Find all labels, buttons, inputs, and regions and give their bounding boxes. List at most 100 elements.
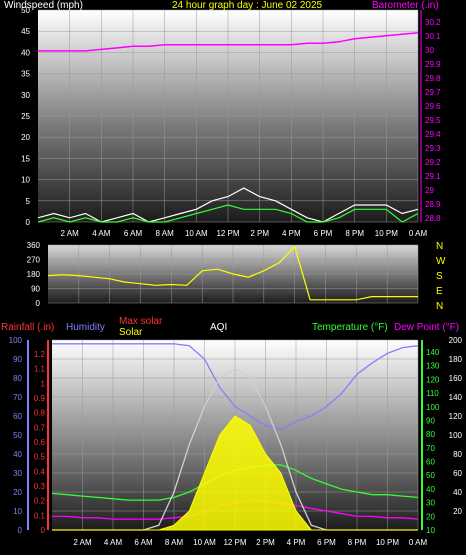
temperature-tick-label: 100 — [426, 403, 440, 412]
humidity-tick-label: 40 — [13, 450, 22, 459]
barometer-tick-label: 29.2 — [425, 158, 441, 167]
humidity-tick-label: 30 — [13, 469, 22, 478]
rainfall-tick-label: 1.2 — [34, 350, 46, 359]
top-x-tick-label: 8 PM — [345, 229, 364, 238]
temperature-tick-label: 120 — [426, 375, 440, 384]
bottom-x-tick-label: 8 PM — [348, 538, 367, 547]
legend-aqi: AQI — [210, 322, 227, 333]
barometer-tick-label: 29.4 — [425, 130, 441, 139]
top-x-tick-label: 4 AM — [92, 229, 111, 238]
humidity-tick-label: 50 — [13, 431, 22, 440]
barometer-tick-label: 29 — [425, 186, 434, 195]
series-wind-direction — [47, 245, 418, 301]
bottom-x-tick-label: 8 AM — [165, 538, 184, 547]
temperature-tick-label: 110 — [426, 389, 439, 398]
temperature-tick-label: 70 — [426, 444, 435, 453]
humidity-tick-label: 10 — [13, 507, 22, 516]
windspeed-tick-label: 20 — [21, 133, 30, 142]
windspeed-tick-label: 25 — [21, 112, 30, 121]
barometer-tick-label: 28.8 — [425, 214, 441, 223]
solar-tick-label: 60 — [453, 469, 462, 478]
barometer-tick-label: 29.1 — [425, 172, 441, 181]
barometer-tick-label: 30.1 — [425, 32, 441, 41]
barometer-tick-label: 29.9 — [425, 60, 441, 69]
temperature-tick-label: 30 — [426, 499, 435, 508]
top-x-tick-label: 0 AM — [409, 229, 428, 238]
wind-dir-tick-label: 0 — [36, 299, 41, 308]
wind-dir-tick-label: 90 — [31, 285, 40, 294]
temperature-tick-label: 90 — [426, 416, 435, 425]
windspeed-tick-label: 50 — [21, 6, 30, 15]
windspeed-tick-label: 5 — [26, 197, 31, 206]
bottom-x-tick-label: 2 AM — [73, 538, 92, 547]
chart-title: 24 hour graph day : June 02 2025 — [172, 0, 323, 11]
rainfall-tick-label: 0.5 — [34, 453, 46, 462]
windspeed-tick-label: 35 — [21, 70, 30, 79]
bottom-x-tick-label: 4 PM — [287, 538, 306, 547]
top-x-tick-label: 6 PM — [314, 229, 333, 238]
temperature-tick-label: 60 — [426, 458, 435, 467]
barometer-tick-label: 29.3 — [425, 144, 441, 153]
barometer-tick-label: 29.8 — [425, 74, 441, 83]
top-x-tick-label: 4 PM — [282, 229, 301, 238]
rainfall-tick-label: 0.7 — [34, 423, 46, 432]
compass-e: E — [436, 286, 443, 297]
compass-w: W — [436, 256, 446, 267]
series-wind-speed — [37, 204, 419, 223]
top-x-tick-label: 2 PM — [250, 229, 269, 238]
bottom-x-tick-label: 6 PM — [317, 538, 336, 547]
wind-dir-tick-label: 180 — [27, 270, 41, 279]
humidity-tick-label: 90 — [13, 355, 22, 364]
humidity-tick-label: 70 — [13, 393, 22, 402]
solar-tick-label: 40 — [453, 488, 462, 497]
top-x-tick-label: 10 AM — [185, 229, 208, 238]
series-solar — [52, 415, 418, 531]
legend-solar: Solar — [119, 327, 143, 338]
rainfall-tick-label: 1 — [41, 379, 46, 388]
rainfall-tick-label: 0.3 — [34, 482, 46, 491]
legend-humidity: Humidity — [66, 322, 105, 333]
windspeed-tick-label: 45 — [21, 27, 30, 36]
barometer-tick-label: 29.5 — [425, 116, 441, 125]
rainfall-tick-label: 0.9 — [34, 394, 46, 403]
solar-tick-label: 140 — [449, 393, 463, 402]
bottom-x-tick-label: 6 AM — [134, 538, 153, 547]
rainfall-tick-label: 1.1 — [34, 365, 46, 374]
humidity-tick-label: 20 — [13, 488, 22, 497]
wind-dir-tick-label: 270 — [27, 256, 41, 265]
barometer-tick-label: 28.9 — [425, 200, 441, 209]
windspeed-tick-label: 40 — [21, 48, 30, 57]
rainfall-tick-label: 0.6 — [34, 438, 46, 447]
humidity-tick-label: 0 — [18, 526, 23, 535]
humidity-tick-label: 80 — [13, 374, 22, 383]
bottom-x-tick-label: 10 AM — [193, 538, 216, 547]
series-humidity — [52, 343, 419, 430]
top-x-tick-label: 6 AM — [124, 229, 143, 238]
top-x-tick-label: 8 AM — [156, 229, 175, 238]
compass-s: S — [436, 271, 443, 282]
bottom-x-tick-label: 12 PM — [223, 538, 246, 547]
windspeed-axis-title: Windspeed (mph) — [4, 0, 83, 11]
legend-dew-point: Dew Point (°F) — [394, 322, 459, 333]
rainfall-tick-label: 0.1 — [34, 511, 46, 520]
temperature-tick-label: 50 — [426, 471, 435, 480]
solar-tick-label: 100 — [449, 431, 463, 440]
temperature-tick-label: 140 — [426, 348, 440, 357]
legend-max-solar: Max solar — [119, 316, 163, 327]
rainfall-axis-title: Rainfall (.in) — [1, 322, 54, 333]
solar-tick-label: 20 — [453, 507, 462, 516]
legend-temperature: Temperature (°F) — [312, 322, 388, 333]
bottom-x-tick-label: 4 AM — [104, 538, 123, 547]
windspeed-tick-label: 30 — [21, 91, 30, 100]
solar-tick-label: 120 — [449, 412, 463, 421]
solar-tick-label: 200 — [449, 336, 463, 345]
temperature-tick-label: 40 — [426, 485, 435, 494]
top-x-tick-label: 10 PM — [375, 229, 398, 238]
humidity-tick-label: 100 — [9, 336, 23, 345]
top-x-tick-label: 2 AM — [61, 229, 80, 238]
top-x-tick-label: 12 PM — [216, 229, 239, 238]
windspeed-tick-label: 10 — [21, 176, 30, 185]
rainfall-tick-label: 0.8 — [34, 409, 46, 418]
temperature-tick-label: 10 — [426, 526, 435, 535]
